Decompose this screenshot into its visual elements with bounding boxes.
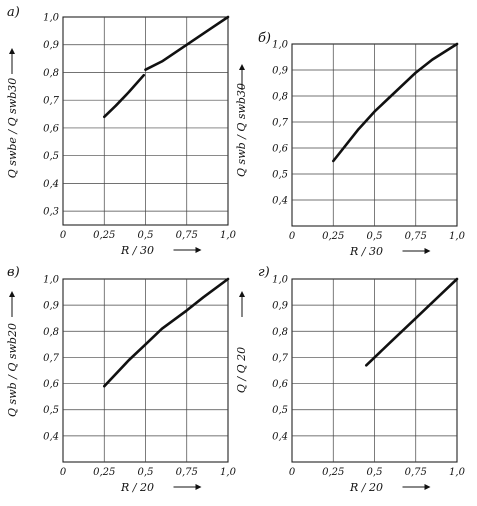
x-axis-label: R / 30 — [349, 245, 383, 258]
y-tick-label: 1,0 — [272, 40, 289, 51]
x-tick-label: 0 — [60, 467, 67, 478]
x-tick-label: 1,0 — [449, 467, 466, 478]
chart-panel-2: б) 0 0,25 0,5 0,75 1,0 0,4 0,5 0,6 0,7 0,8 0,9 1,0 R … — [235, 31, 466, 258]
x-tick-label: 0,25 — [93, 230, 115, 241]
y-tick-label: 0,7 — [43, 353, 60, 364]
y-tick-label: 1,0 — [272, 275, 289, 286]
y-axis-arrowhead — [239, 64, 245, 70]
x-axis-label: R / 20 — [120, 481, 154, 494]
y-tick-label: 0,6 — [272, 379, 289, 390]
x-tick-label: 0 — [289, 231, 296, 242]
y-tick-label: 0,8 — [272, 92, 288, 103]
x-axis-arrowhead — [195, 247, 202, 253]
y-axis-label: Q / Q 20 — [235, 347, 248, 393]
series-line — [365, 277, 459, 367]
y-tick-label: 0,7 — [272, 118, 289, 129]
y-tick-label: 0,9 — [43, 301, 60, 312]
x-tick-label: 0 — [289, 467, 296, 478]
y-tick-label: 0,6 — [272, 144, 289, 155]
y-tick-label: 0,7 — [272, 353, 289, 364]
y-tick-label: 0,5 — [43, 151, 59, 162]
chart-panel-3: в) 0 0,25 0,5 0,75 1,0 0,4 0,5 0,6 0,7 0,8 0,9 1,0 R … — [6, 265, 237, 494]
x-tick-label: 0 — [60, 230, 67, 241]
y-tick-label: 0,6 — [43, 123, 60, 134]
x-tick-label: 1,0 — [220, 467, 237, 478]
series-line — [103, 277, 230, 388]
chart-panel-4: г) 0 0,25 0,5 0,75 1,0 0,4 0,5 0,6 0,7 0,8 0,9 1,0 R … — [235, 265, 466, 494]
x-tick-label: 1,0 — [220, 230, 237, 241]
x-axis-label: R / 30 — [120, 244, 154, 257]
x-axis-label: R / 20 — [349, 481, 383, 494]
panel-tag: в) — [7, 265, 20, 280]
x-tick-label: 0,25 — [322, 231, 344, 242]
y-tick-label: 0,8 — [43, 327, 59, 338]
panel-tag: г) — [258, 265, 270, 280]
x-tick-label: 0,75 — [176, 467, 198, 478]
y-axis-arrowhead — [239, 291, 245, 297]
x-tick-label: 1,0 — [449, 231, 466, 242]
series-line — [103, 73, 146, 119]
y-tick-label: 0,9 — [272, 66, 289, 77]
y-tick-label: 0,9 — [272, 301, 289, 312]
y-axis-label: Q swb / Q swb30 — [235, 83, 248, 177]
y-tick-label: 0,5 — [272, 170, 288, 181]
y-axis-label: Q swb / Q swb20 — [6, 323, 19, 417]
panel-tag: б) — [258, 31, 271, 46]
y-tick-label: 0,8 — [43, 68, 59, 79]
x-tick-label: 0,5 — [138, 230, 154, 241]
x-tick-label: 0,5 — [367, 231, 383, 242]
y-axis-arrowhead — [9, 291, 15, 297]
chart-panel-1: а) 0 0,25 0,5 0,75 1,0 0,3 0,4 0,5 0,6 0,7 0,8 0,9 1,… — [6, 5, 237, 257]
x-axis-arrowhead — [195, 484, 202, 490]
y-tick-label: 1,0 — [43, 275, 60, 286]
x-tick-label: 0,75 — [176, 230, 198, 241]
x-tick-label: 0,75 — [405, 467, 427, 478]
series-line — [332, 42, 459, 163]
y-tick-label: 0,4 — [272, 196, 288, 207]
y-tick-label: 0,9 — [43, 40, 60, 51]
x-tick-label: 0,25 — [322, 467, 344, 478]
y-tick-label: 0,8 — [272, 327, 288, 338]
panel-tag: а) — [7, 5, 20, 20]
x-tick-label: 0,25 — [93, 467, 115, 478]
x-tick-label: 0,5 — [138, 467, 154, 478]
y-tick-label: 1,0 — [43, 13, 60, 24]
x-tick-label: 0,75 — [405, 231, 427, 242]
y-tick-label: 0,6 — [43, 379, 60, 390]
y-tick-label: 0,5 — [272, 405, 288, 416]
y-tick-label: 0,5 — [43, 405, 59, 416]
y-tick-label: 0,4 — [43, 431, 59, 442]
y-tick-label: 0,4 — [272, 431, 288, 442]
y-axis-arrowhead — [9, 48, 15, 54]
series-line — [144, 15, 230, 71]
y-tick-label: 0,4 — [43, 179, 59, 190]
y-tick-label: 0,3 — [43, 207, 59, 218]
y-axis-label: Q swbe / Q swb30 — [6, 78, 19, 178]
x-axis-arrowhead — [424, 248, 431, 254]
x-axis-arrowhead — [424, 484, 431, 490]
y-tick-label: 0,7 — [43, 96, 60, 107]
x-tick-label: 0,5 — [367, 467, 383, 478]
